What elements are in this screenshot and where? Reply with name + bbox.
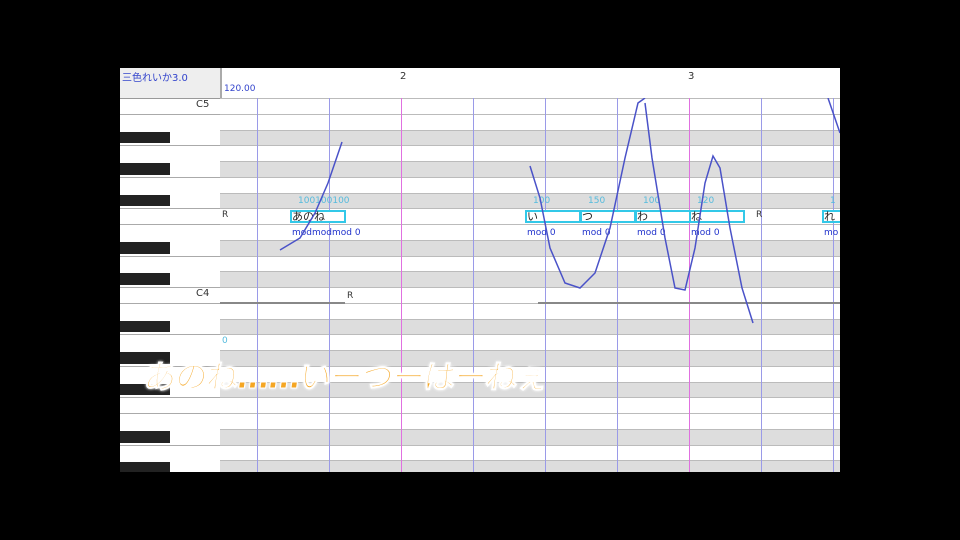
pitch-curve-layer xyxy=(279,98,840,324)
black-key[interactable] xyxy=(120,241,170,254)
black-key[interactable] xyxy=(120,131,170,144)
grid-row xyxy=(220,428,840,446)
grid-row xyxy=(220,239,840,257)
note-block[interactable]: あのね xyxy=(290,210,346,223)
velocity-label: 100100100 xyxy=(298,196,350,206)
grid-row xyxy=(220,176,840,194)
measure-line xyxy=(401,98,402,472)
beat-line xyxy=(761,98,762,472)
white-key[interactable] xyxy=(120,287,220,304)
mod-label: modmodmod 0 xyxy=(292,228,361,238)
pitch-bend-curve[interactable] xyxy=(279,141,343,251)
grid-row xyxy=(220,113,840,131)
mod-label: mod 0 xyxy=(637,228,666,238)
grid-row xyxy=(220,208,840,225)
velocity-label: 1 xyxy=(830,196,836,206)
measure-number: 3 xyxy=(688,71,695,82)
octave-label-c5: C5 xyxy=(196,99,210,110)
grid-row xyxy=(220,255,840,273)
velocity-label: 150 xyxy=(588,196,606,206)
rest-bar xyxy=(220,302,345,304)
white-key[interactable] xyxy=(120,334,220,351)
black-key[interactable] xyxy=(120,320,170,333)
grid-row xyxy=(220,334,840,351)
mod-label: mo xyxy=(824,228,839,238)
beat-line xyxy=(329,98,330,472)
pitch-bend-curve[interactable] xyxy=(644,102,754,324)
black-key[interactable] xyxy=(120,383,170,396)
grid-row xyxy=(220,145,840,162)
piano-roll-window: 三色れいか3.0 120.00 2 3 C5 C4 R R R 100100100 あの… xyxy=(120,68,840,472)
note-grid[interactable]: R R R 100100100 あのね modmodmod 0 100 い mod 0 150 つ m… xyxy=(220,98,840,472)
rest-label: R xyxy=(222,210,229,220)
note-block[interactable]: れ xyxy=(822,210,840,223)
octave-label-c4: C4 xyxy=(196,288,210,299)
grid-row xyxy=(220,271,840,288)
white-key[interactable] xyxy=(120,255,220,273)
timeline-ruler[interactable]: 120.00 2 3 xyxy=(220,68,840,98)
white-key[interactable] xyxy=(120,113,220,131)
grid-row xyxy=(220,365,840,383)
track-header: 三色れいか3.0 xyxy=(120,68,220,99)
black-key[interactable] xyxy=(120,273,170,285)
black-key[interactable] xyxy=(120,430,170,443)
grid-row xyxy=(220,318,840,336)
mod-label: mod 0 xyxy=(527,228,556,238)
white-key[interactable] xyxy=(120,413,220,430)
grid-row xyxy=(220,460,840,472)
black-key[interactable] xyxy=(120,194,170,207)
beat-line xyxy=(257,98,258,472)
grid-row xyxy=(220,192,840,210)
white-key[interactable] xyxy=(120,444,220,462)
velocity-label: 100 xyxy=(533,196,551,206)
mod-label: mod 0 xyxy=(691,228,720,238)
rest-bar xyxy=(538,302,840,304)
note-block[interactable]: ね xyxy=(689,210,745,223)
white-key[interactable] xyxy=(120,208,220,225)
grid-row xyxy=(220,413,840,430)
grid-row xyxy=(220,397,840,414)
grid-row xyxy=(220,350,840,367)
velocity-label: 100 xyxy=(643,196,661,206)
marker-label: 0 xyxy=(222,336,228,346)
beat-line xyxy=(833,98,834,472)
beat-line xyxy=(617,98,618,472)
white-key[interactable] xyxy=(120,145,220,162)
white-key[interactable] xyxy=(120,397,220,414)
white-key[interactable] xyxy=(120,176,220,194)
grid-row xyxy=(220,224,840,241)
grid-row xyxy=(220,287,840,304)
mod-label: mod 0 xyxy=(582,228,611,238)
piano-keyboard[interactable] xyxy=(120,98,220,472)
black-key[interactable] xyxy=(120,163,170,175)
black-key[interactable] xyxy=(120,352,170,364)
grid-row xyxy=(220,302,840,320)
beat-line xyxy=(473,98,474,472)
white-key[interactable] xyxy=(120,224,220,241)
black-key[interactable] xyxy=(120,462,170,472)
pitch-bend-curve[interactable] xyxy=(529,98,646,289)
grid-row xyxy=(220,98,840,115)
grid-row xyxy=(220,444,840,462)
grid-row xyxy=(220,161,840,178)
white-key[interactable] xyxy=(120,302,220,320)
voicebank-title: 三色れいか3.0 xyxy=(122,73,188,84)
measure-number: 2 xyxy=(400,71,407,82)
rest-label: R xyxy=(756,210,763,220)
measure-line xyxy=(689,98,690,472)
grid-row xyxy=(220,381,840,399)
rest-label: R xyxy=(347,291,354,301)
tempo-label: 120.00 xyxy=(224,84,256,94)
pitch-bend-curve[interactable] xyxy=(827,98,840,134)
velocity-label: 120 xyxy=(697,196,715,206)
subtitle-caption: あのね……いーつーはーねぇ xyxy=(142,358,551,397)
beat-line xyxy=(545,98,546,472)
grid-row xyxy=(220,129,840,147)
white-key[interactable] xyxy=(120,365,220,383)
